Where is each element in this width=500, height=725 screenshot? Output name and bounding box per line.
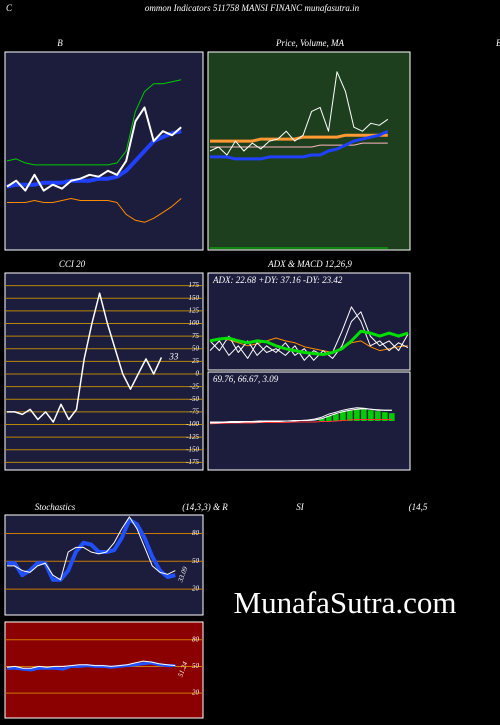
panel-title: Stochastics [35, 502, 76, 512]
panel-label: ADX: 22.68 +DY: 37.16 -DY: 23.42 [212, 275, 343, 285]
watermark: MunafaSutra.com [234, 585, 457, 620]
panel-title: Price, Volume, MA [275, 38, 344, 48]
y-tick-label: 50 [192, 662, 200, 670]
indicator-line [6, 129, 182, 189]
panel-subtitle: (14,3,3) & R [182, 502, 228, 512]
y-tick-label: -150 [186, 445, 199, 453]
header-letter: C [6, 3, 13, 13]
histogram-bar [382, 412, 388, 421]
panel [4, 272, 204, 471]
y-tick-label: 80 [192, 635, 200, 643]
y-tick-label: 75 [192, 332, 200, 340]
histogram-bar [354, 409, 360, 421]
y-tick-label: 80 [192, 529, 200, 537]
panel-title: B [57, 38, 63, 48]
header-title: ommon Indicators 511758 MANSI FINANC mun… [145, 3, 360, 13]
panel [4, 51, 204, 251]
indicator-line [7, 292, 163, 423]
y-tick-label: -25 [190, 382, 200, 390]
indicator-line [210, 408, 392, 424]
indicator-line [6, 79, 182, 166]
y-tick-label: 175 [189, 281, 200, 289]
y-tick-label: 50 [192, 344, 200, 352]
indicator-line [6, 106, 182, 192]
y-tick-label: 20 [192, 689, 200, 697]
y-tick-label: 125 [189, 306, 200, 314]
indicator-line [209, 419, 392, 425]
y-tick-label: -50 [190, 395, 200, 403]
header-right-letter: B [496, 38, 500, 48]
indicator-line [209, 337, 409, 353]
histogram-bar [347, 410, 353, 421]
panel [4, 621, 204, 719]
indicator-line [209, 306, 409, 361]
indicator-line [210, 129, 389, 161]
histogram-bar [389, 413, 395, 421]
y-tick-label: 150 [189, 294, 200, 302]
histogram-bar [340, 411, 346, 421]
indicator-line [6, 660, 176, 669]
indicator-line [209, 71, 389, 156]
value-annotation: 33 [168, 351, 179, 361]
panel-title: SI [296, 502, 305, 512]
indicator-line [7, 517, 176, 582]
indicator-line [7, 198, 182, 223]
indicator-line [209, 329, 409, 356]
histogram-bar [333, 414, 339, 421]
panel-label: 69.76, 66.67, 3.09 [213, 374, 279, 384]
y-tick-label: 50 [192, 557, 200, 565]
y-tick-label: -75 [190, 408, 200, 416]
panel [207, 51, 411, 251]
histogram-bar [319, 418, 325, 421]
y-tick-label: 20 [192, 585, 200, 593]
histogram-bar [375, 411, 381, 421]
indicator-line [210, 142, 388, 148]
y-tick-label: -175 [186, 458, 199, 466]
y-tick-label: 25 [192, 357, 200, 365]
indicator-line [7, 661, 176, 672]
y-tick-label: -125 [186, 433, 199, 441]
panel-subtitle: (14,5 [409, 502, 428, 512]
panel-title: ADX & MACD 12,26,9 [267, 259, 352, 269]
y-tick-label: -100 [186, 420, 199, 428]
histogram-bar [326, 416, 332, 421]
panel-title: CCI 20 [59, 259, 86, 269]
indicator-line [7, 516, 176, 581]
histogram-bar [361, 409, 367, 421]
y-tick-label: 100 [189, 319, 200, 327]
histogram-bar [368, 410, 374, 421]
y-tick-label: 0 [196, 370, 200, 378]
